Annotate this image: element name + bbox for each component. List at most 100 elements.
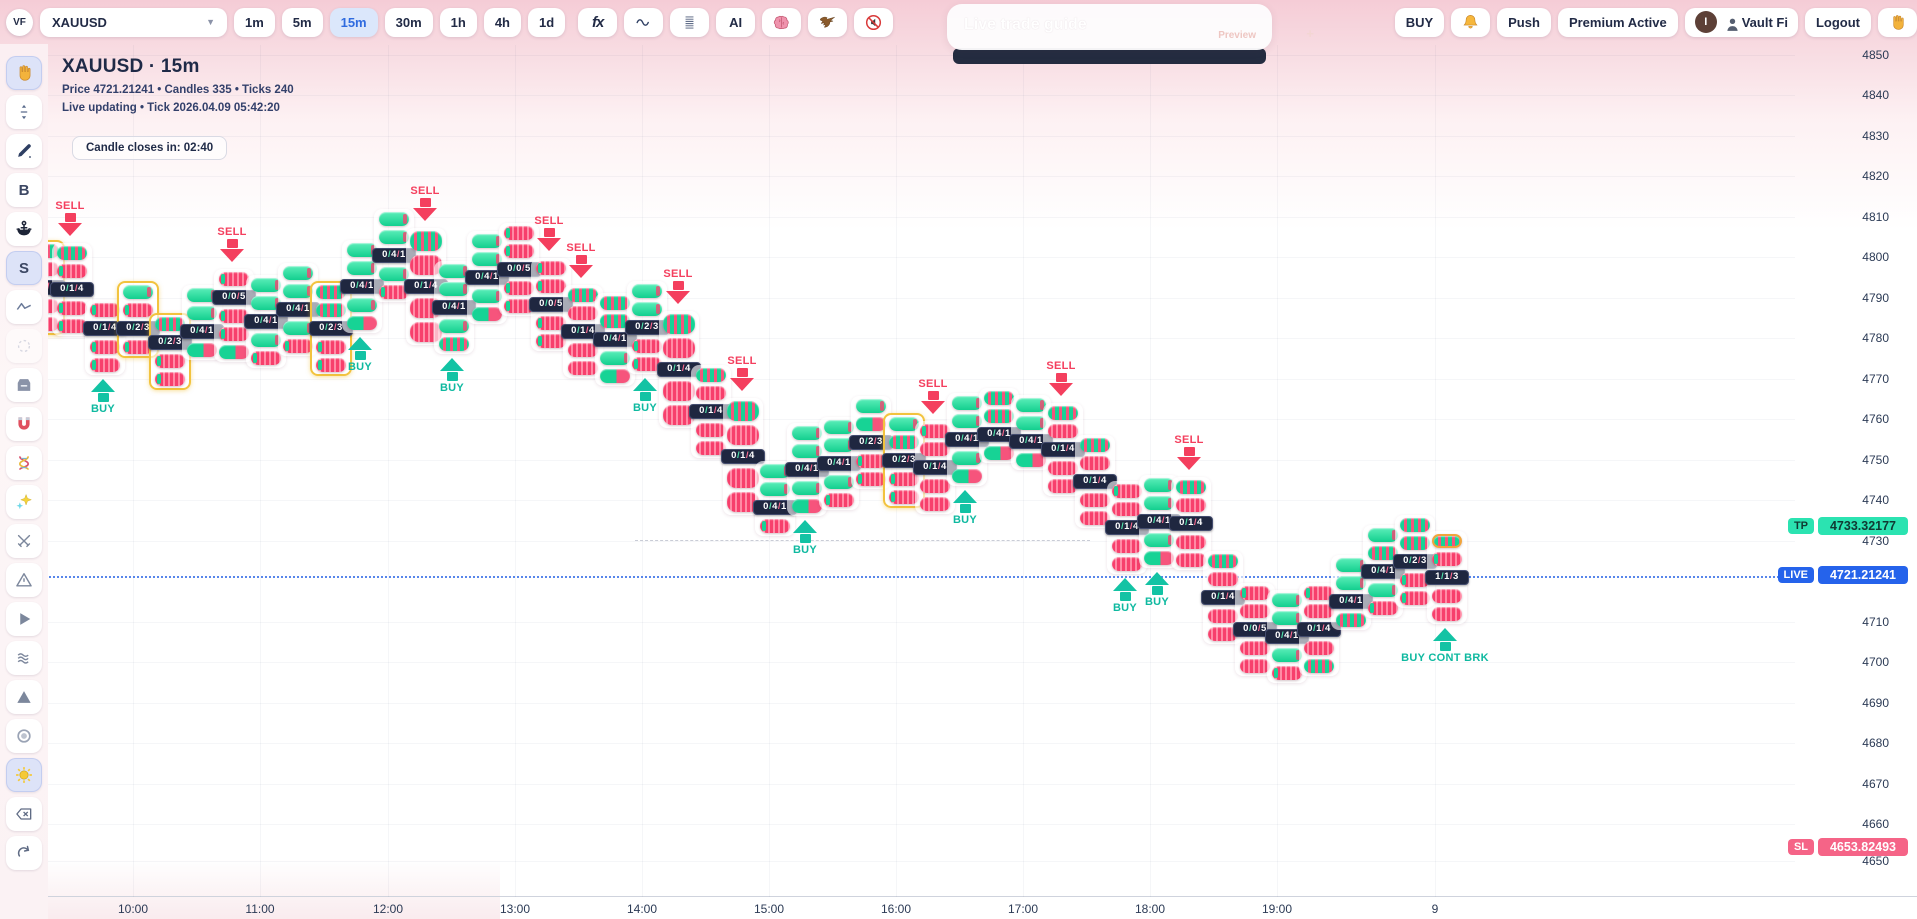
profile-name: Vault Fi [1741, 14, 1788, 30]
buy-label: BUY [439, 382, 465, 394]
sidebar-tool-inbox[interactable] [6, 368, 42, 402]
notifications-bell-button[interactable] [1451, 7, 1491, 37]
candle-pill-p [663, 381, 695, 401]
symbol-select[interactable]: XAUUSD ▼ [40, 7, 227, 37]
candle-pill-gs [1048, 406, 1078, 420]
live-trade-guide-popup[interactable]: Live trade guide Preview + [947, 4, 1314, 64]
candle-pill-g [952, 451, 982, 465]
candle-pill-g [283, 266, 313, 280]
sidebar-tool-magnet[interactable] [6, 407, 42, 441]
candle-pill-p [920, 497, 950, 511]
candle-pill-ps [379, 285, 409, 299]
sl-level-badge[interactable]: SL 4653.82493 [1787, 838, 1908, 856]
sidebar-tool-pan-hand[interactable] [6, 56, 42, 90]
timeframe-5m[interactable]: 5m [281, 7, 323, 37]
candle-pill-ps [856, 472, 886, 486]
candle-pill-gp [187, 343, 217, 357]
candle-pill-g [439, 319, 469, 333]
tp-level-badge[interactable]: TP 4733.32177 [1787, 517, 1908, 535]
ai-button[interactable]: AI [716, 7, 756, 37]
sidebar-tool-record-circle[interactable] [6, 719, 42, 753]
sidebar-tool-dna[interactable] [6, 446, 42, 480]
sidebar-tool-play[interactable] [6, 602, 42, 636]
candle-pill-gp [856, 417, 886, 431]
chart-header: XAUUSD · 15m Price 4721.21241 • Candles … [62, 56, 294, 114]
candle-ratio-badge: 0/4/1 [817, 456, 861, 471]
candle-pill-ps [632, 339, 662, 353]
candle-pill-ps [251, 351, 281, 365]
sell-arrow-icon [419, 198, 431, 207]
candle-pill-gs [696, 368, 726, 382]
sidebar-tool-scale-vertical[interactable] [6, 95, 42, 129]
pen-icon [14, 141, 34, 161]
logout-button[interactable]: Logout [1804, 7, 1871, 37]
h-gridline [48, 662, 1795, 663]
sidebar-tool-sparkles[interactable] [6, 485, 42, 519]
hand-icon [1888, 13, 1907, 32]
sidebar-tool-anchor[interactable] [6, 212, 42, 246]
timeframe-15m[interactable]: 15m [329, 7, 378, 37]
sidebar-tool-crossed-swords[interactable] [6, 524, 42, 558]
sidebar-tool-dashed-circle[interactable] [6, 329, 42, 363]
candle-pill-p [568, 343, 598, 357]
timeframe-1h[interactable]: 1h [439, 7, 477, 37]
sidebar-tool-sun[interactable] [6, 758, 42, 792]
price-tick-label: 4740 [1862, 493, 1889, 507]
profile-button[interactable]: I Vault Fi [1684, 7, 1798, 37]
price-tick-label: 4750 [1862, 453, 1889, 467]
candle-pill-ps [283, 339, 313, 353]
candle-pill-gs [984, 391, 1014, 405]
brain-button[interactable] [762, 7, 802, 37]
sidebar-tool-s-tool[interactable]: S [6, 251, 42, 285]
sell-signal-marker: SELL [893, 378, 973, 414]
h-gridline [48, 338, 1795, 339]
buy-button[interactable]: BUY [1394, 7, 1445, 37]
premium-status-badge[interactable]: Premium Active [1557, 7, 1678, 37]
candle-ratio-badge: 0/1/4 [1201, 590, 1245, 605]
buy-label: BUY [632, 402, 658, 414]
eagle-button[interactable] [808, 7, 848, 37]
h-gridline [48, 217, 1795, 218]
candle-pill-g [952, 414, 982, 428]
sidebar-tool-zigzag[interactable] [6, 290, 42, 324]
bell-icon [1461, 13, 1480, 32]
timeframe-1m[interactable]: 1m [234, 7, 275, 37]
sidebar-tool-warning-triangle[interactable] [6, 563, 42, 597]
candle-pill-p [1080, 456, 1110, 470]
timeframe-30m[interactable]: 30m [384, 7, 433, 37]
candle-pill-ps [920, 424, 950, 438]
wave-button[interactable] [624, 7, 664, 37]
sidebar-tool-backspace[interactable] [6, 797, 42, 831]
buy-label: BUY [792, 544, 818, 556]
h-gridline [48, 298, 1795, 299]
sidebar-tool-undo[interactable] [6, 836, 42, 870]
sidebar-tool-triangle[interactable] [6, 680, 42, 714]
muted-bell-button[interactable] [854, 7, 894, 37]
fx-indicator-button[interactable]: fx [578, 7, 618, 37]
dna-icon [14, 453, 34, 473]
candle-pill-gs [410, 231, 442, 251]
push-button[interactable]: Push [1497, 7, 1551, 37]
sidebar-tool-pen[interactable] [6, 134, 42, 168]
candle-stack: 0/1/4 [721, 398, 765, 515]
muted-bell-icon [864, 13, 883, 32]
sidebar-tool-bold-tool[interactable]: B [6, 173, 42, 207]
sidebar-tool-waves[interactable] [6, 641, 42, 675]
buy-signal-marker: BUY [925, 490, 1005, 526]
candle-pill-gs [1176, 480, 1206, 494]
price-tick-label: 4780 [1862, 331, 1889, 345]
tp-value: 4733.32177 [1818, 517, 1908, 535]
price-tick-label: 4650 [1862, 854, 1889, 868]
timeframe-4h[interactable]: 4h [483, 7, 521, 37]
live-value: 4721.21241 [1818, 566, 1908, 584]
sell-label: SELL [727, 355, 757, 367]
candle-ratio-badge: 0/4/1 [432, 300, 476, 315]
price-tick-label: 4810 [1862, 210, 1889, 224]
popup-plus-icon[interactable]: + [1306, 26, 1314, 41]
list-lines-button[interactable] [670, 7, 710, 37]
timeframe-1d[interactable]: 1d [528, 7, 566, 37]
price-tick-label: 4840 [1862, 88, 1889, 102]
hand-mode-button[interactable] [1878, 7, 1917, 37]
sell-arrow-icon [927, 391, 939, 400]
